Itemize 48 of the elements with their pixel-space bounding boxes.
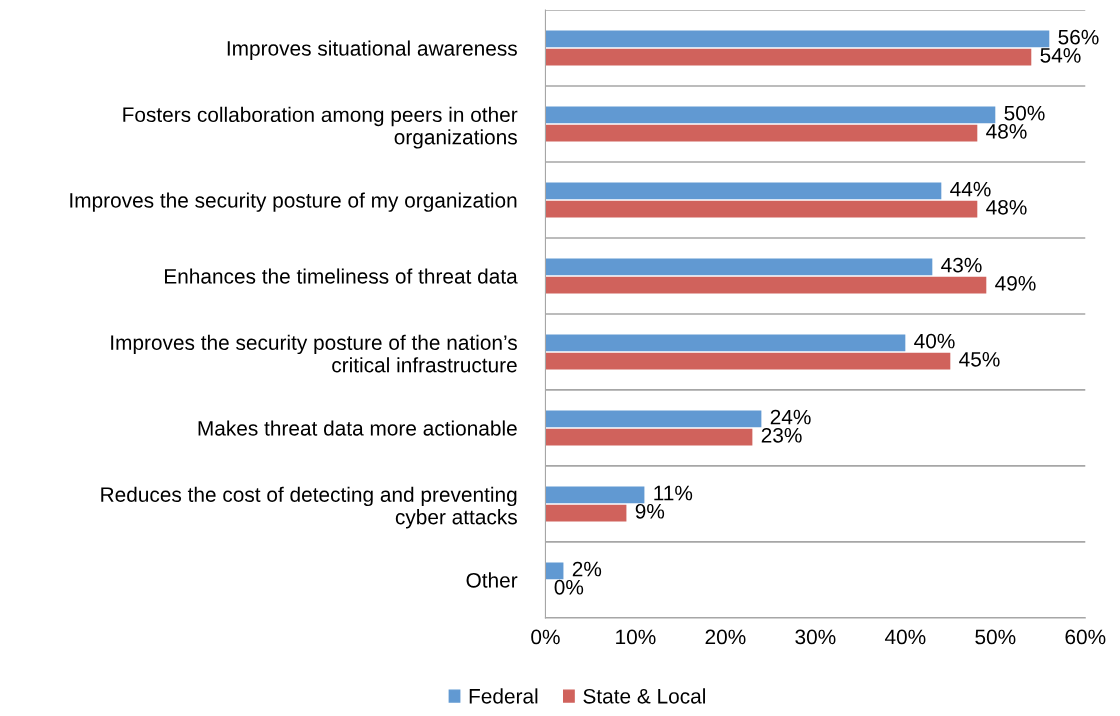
- bar: [545, 182, 942, 200]
- bar: [545, 504, 627, 522]
- x-tick-label: 20%: [705, 629, 746, 645]
- x-tick-label: 30%: [795, 629, 836, 645]
- bar: [545, 352, 951, 370]
- data-label: 48%: [986, 123, 1027, 139]
- bar: [545, 106, 996, 124]
- data-label: 50%: [1004, 105, 1045, 121]
- data-label: 0%: [554, 579, 584, 595]
- bar: [545, 200, 978, 218]
- bar: [545, 428, 753, 446]
- bar: [545, 410, 762, 428]
- y-tick-label: Improves situational awareness: [227, 40, 517, 60]
- y-tick-label: Reduces the cost of detecting and preventing cyber attacks: [101, 486, 517, 529]
- data-label: 48%: [986, 199, 1027, 215]
- data-label: 40%: [914, 333, 955, 349]
- data-label: 24%: [770, 409, 811, 425]
- bar: [545, 334, 906, 352]
- data-label: 9%: [635, 503, 665, 519]
- bar: [545, 124, 978, 142]
- bar: [545, 562, 564, 580]
- data-label: 56%: [1058, 29, 1099, 45]
- y-tick-label: Improves the security posture of my organization: [70, 192, 517, 212]
- data-label: 11%: [654, 485, 693, 501]
- x-tick-label: 0%: [531, 629, 560, 645]
- data-label: 54%: [1040, 48, 1081, 63]
- x-tick-label: 40%: [884, 629, 926, 645]
- x-tick-label: 60%: [1065, 629, 1106, 645]
- y-tick-label: Fosters collaboration among peers in other organizations: [123, 106, 518, 149]
- y-tick-label: Enhances the timeliness of threat data: [165, 268, 518, 284]
- y-tick-label: Improves the security posture of the nation’s critical infrastructure: [111, 334, 517, 373]
- data-label: 43%: [941, 257, 982, 273]
- data-label: 45%: [959, 352, 1000, 367]
- bar: [545, 48, 1032, 66]
- y-tick-label: Makes threat data more actionable: [198, 420, 517, 436]
- bar: [545, 276, 987, 294]
- y-tick-label: Other: [466, 572, 518, 588]
- data-label: 44%: [950, 181, 991, 197]
- data-label: 2%: [572, 561, 602, 577]
- bar: [545, 30, 1050, 48]
- bar: [545, 486, 645, 504]
- legend-label: Federal: [469, 688, 538, 704]
- bar: [545, 258, 933, 276]
- x-tick-label: 50%: [975, 629, 1016, 645]
- x-tick-label: 10%: [616, 629, 656, 645]
- data-label: 49%: [995, 275, 1036, 291]
- legend-label: State & Local: [583, 688, 705, 704]
- data-label: 23%: [761, 427, 802, 443]
